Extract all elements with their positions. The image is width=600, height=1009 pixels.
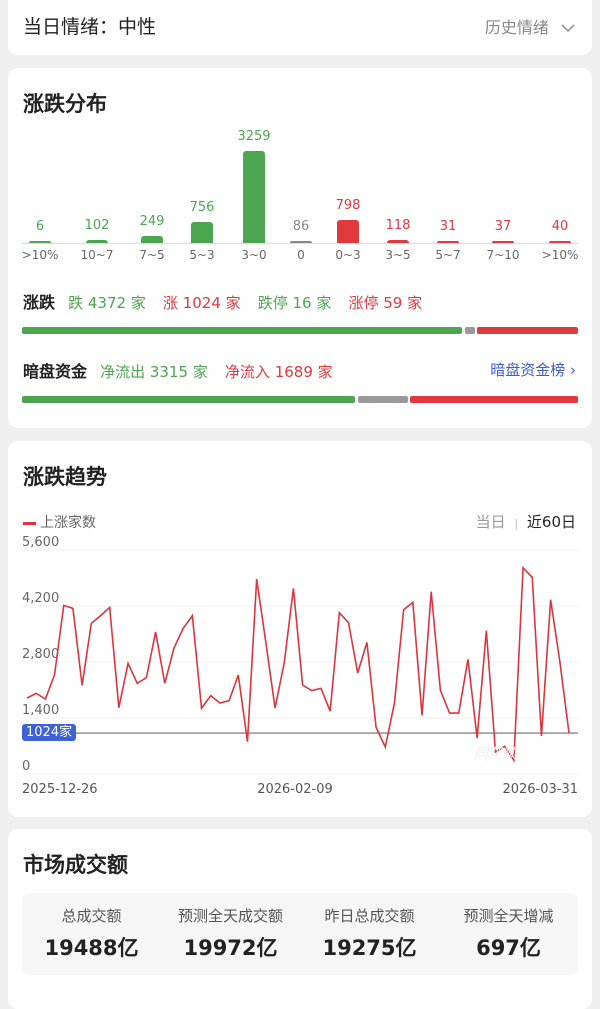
category-label: 0~3: [335, 248, 360, 262]
sentiment-value: 中性: [118, 16, 156, 38]
history-sentiment-button[interactable]: 历史情绪: [485, 14, 576, 38]
category-label: >10%: [22, 248, 59, 262]
category-label: 0: [297, 248, 305, 262]
bar-value-label: 6: [36, 219, 44, 234]
turnover-title: 市场成交额: [23, 849, 128, 879]
stat-label: 总成交额: [22, 905, 161, 926]
history-label: 历史情绪: [485, 18, 549, 37]
dark-label: 暗盘资金: [23, 362, 87, 381]
stat-label: 预测全天增减: [439, 905, 578, 926]
outflow-bar: [22, 396, 355, 403]
stat-item: 预测全天成交额 19972亿: [161, 893, 300, 962]
x-tick-label: 2026-03-31: [502, 782, 578, 797]
distribution-chart: 6 >10% 102 10~7 249 7~5 756 5~3 3259 3~0 86 0 798 0~3…: [8, 68, 592, 268]
bar-value-label: 86: [293, 219, 310, 234]
x-tick-label: 2025-12-26: [22, 782, 98, 797]
watermark: 同花顺: [474, 743, 516, 763]
stat-value: 19275亿: [300, 932, 439, 962]
category-label: 10~7: [81, 248, 114, 262]
down-bar: [22, 327, 462, 334]
turnover-card: 市场成交额 总成交额 19488亿预测全天成交额 19972亿昨日总成交额 19275…: [8, 829, 592, 1009]
up-count: 涨 1024 家: [163, 294, 241, 312]
y-tick-label: 0: [22, 759, 30, 774]
stat-item: 预测全天增减 697亿: [439, 893, 578, 962]
y-tick-label: 4,200: [22, 591, 59, 606]
bar-value-label: 37: [495, 219, 512, 234]
bar-value-label: 756: [190, 200, 215, 215]
bar-value-label: 102: [85, 218, 110, 233]
bar: [141, 236, 163, 243]
category-label: 5~3: [189, 248, 214, 262]
category-label: 7~10: [487, 248, 520, 262]
y-tick-label: 1,400: [22, 703, 59, 718]
bar: [243, 151, 265, 243]
bar-value-label: 3259: [237, 129, 270, 144]
chevron-down-icon: [560, 23, 576, 33]
sentiment-card: 当日情绪：中性 历史情绪: [8, 0, 592, 55]
inflow-count: 净流入 1689 家: [225, 363, 333, 381]
bar-value-label: 249: [140, 214, 165, 229]
stat-value: 19488亿: [22, 932, 161, 962]
stat-label: 预测全天成交额: [161, 905, 300, 926]
turnover-stats: 总成交额 19488亿预测全天成交额 19972亿昨日总成交额 19275亿预测全天增…: [22, 893, 578, 975]
stat-item: 昨日总成交额 19275亿: [300, 893, 439, 962]
dark-fund-rank-link[interactable]: 暗盘资金榜 ›: [490, 359, 576, 380]
current-value-badge: 1024家: [22, 724, 76, 741]
updown-label: 涨跌: [23, 293, 55, 312]
series-line: [27, 568, 569, 761]
category-label: 5~7: [435, 248, 460, 262]
y-tick-label: 5,600: [22, 535, 59, 550]
limit-up-count: 涨停 59 家: [348, 294, 422, 312]
flat-bar: [465, 327, 475, 334]
inflow-bar: [410, 396, 578, 403]
limit-down-count: 跌停 16 家: [258, 294, 332, 312]
sentiment-label: 当日情绪：: [23, 16, 118, 38]
category-label: 7~5: [139, 248, 164, 262]
y-tick-label: 2,800: [22, 647, 59, 662]
bar: [191, 222, 213, 243]
chevron-right-icon: ›: [570, 361, 576, 379]
baseline: [22, 243, 578, 244]
category-label: 3~5: [385, 248, 410, 262]
stat-value: 697亿: [439, 932, 578, 962]
bar-value-label: 31: [440, 219, 457, 234]
stat-item: 总成交额 19488亿: [22, 893, 161, 962]
bar-value-label: 118: [386, 218, 411, 233]
bar-value-label: 40: [552, 219, 569, 234]
stat-value: 19972亿: [161, 932, 300, 962]
bar-value-label: 798: [336, 198, 361, 213]
outflow-count: 净流出 3315 家: [100, 363, 208, 381]
bar: [337, 220, 359, 243]
up-bar: [477, 327, 578, 334]
category-label: >10%: [542, 248, 579, 262]
neutral-bar: [358, 396, 408, 403]
category-label: 3~0: [241, 248, 266, 262]
stat-label: 昨日总成交额: [300, 905, 439, 926]
dark-fund-rank-label: 暗盘资金榜: [490, 361, 565, 379]
x-tick-label: 2026-02-09: [257, 782, 333, 797]
down-count: 跌 4372 家: [68, 294, 146, 312]
